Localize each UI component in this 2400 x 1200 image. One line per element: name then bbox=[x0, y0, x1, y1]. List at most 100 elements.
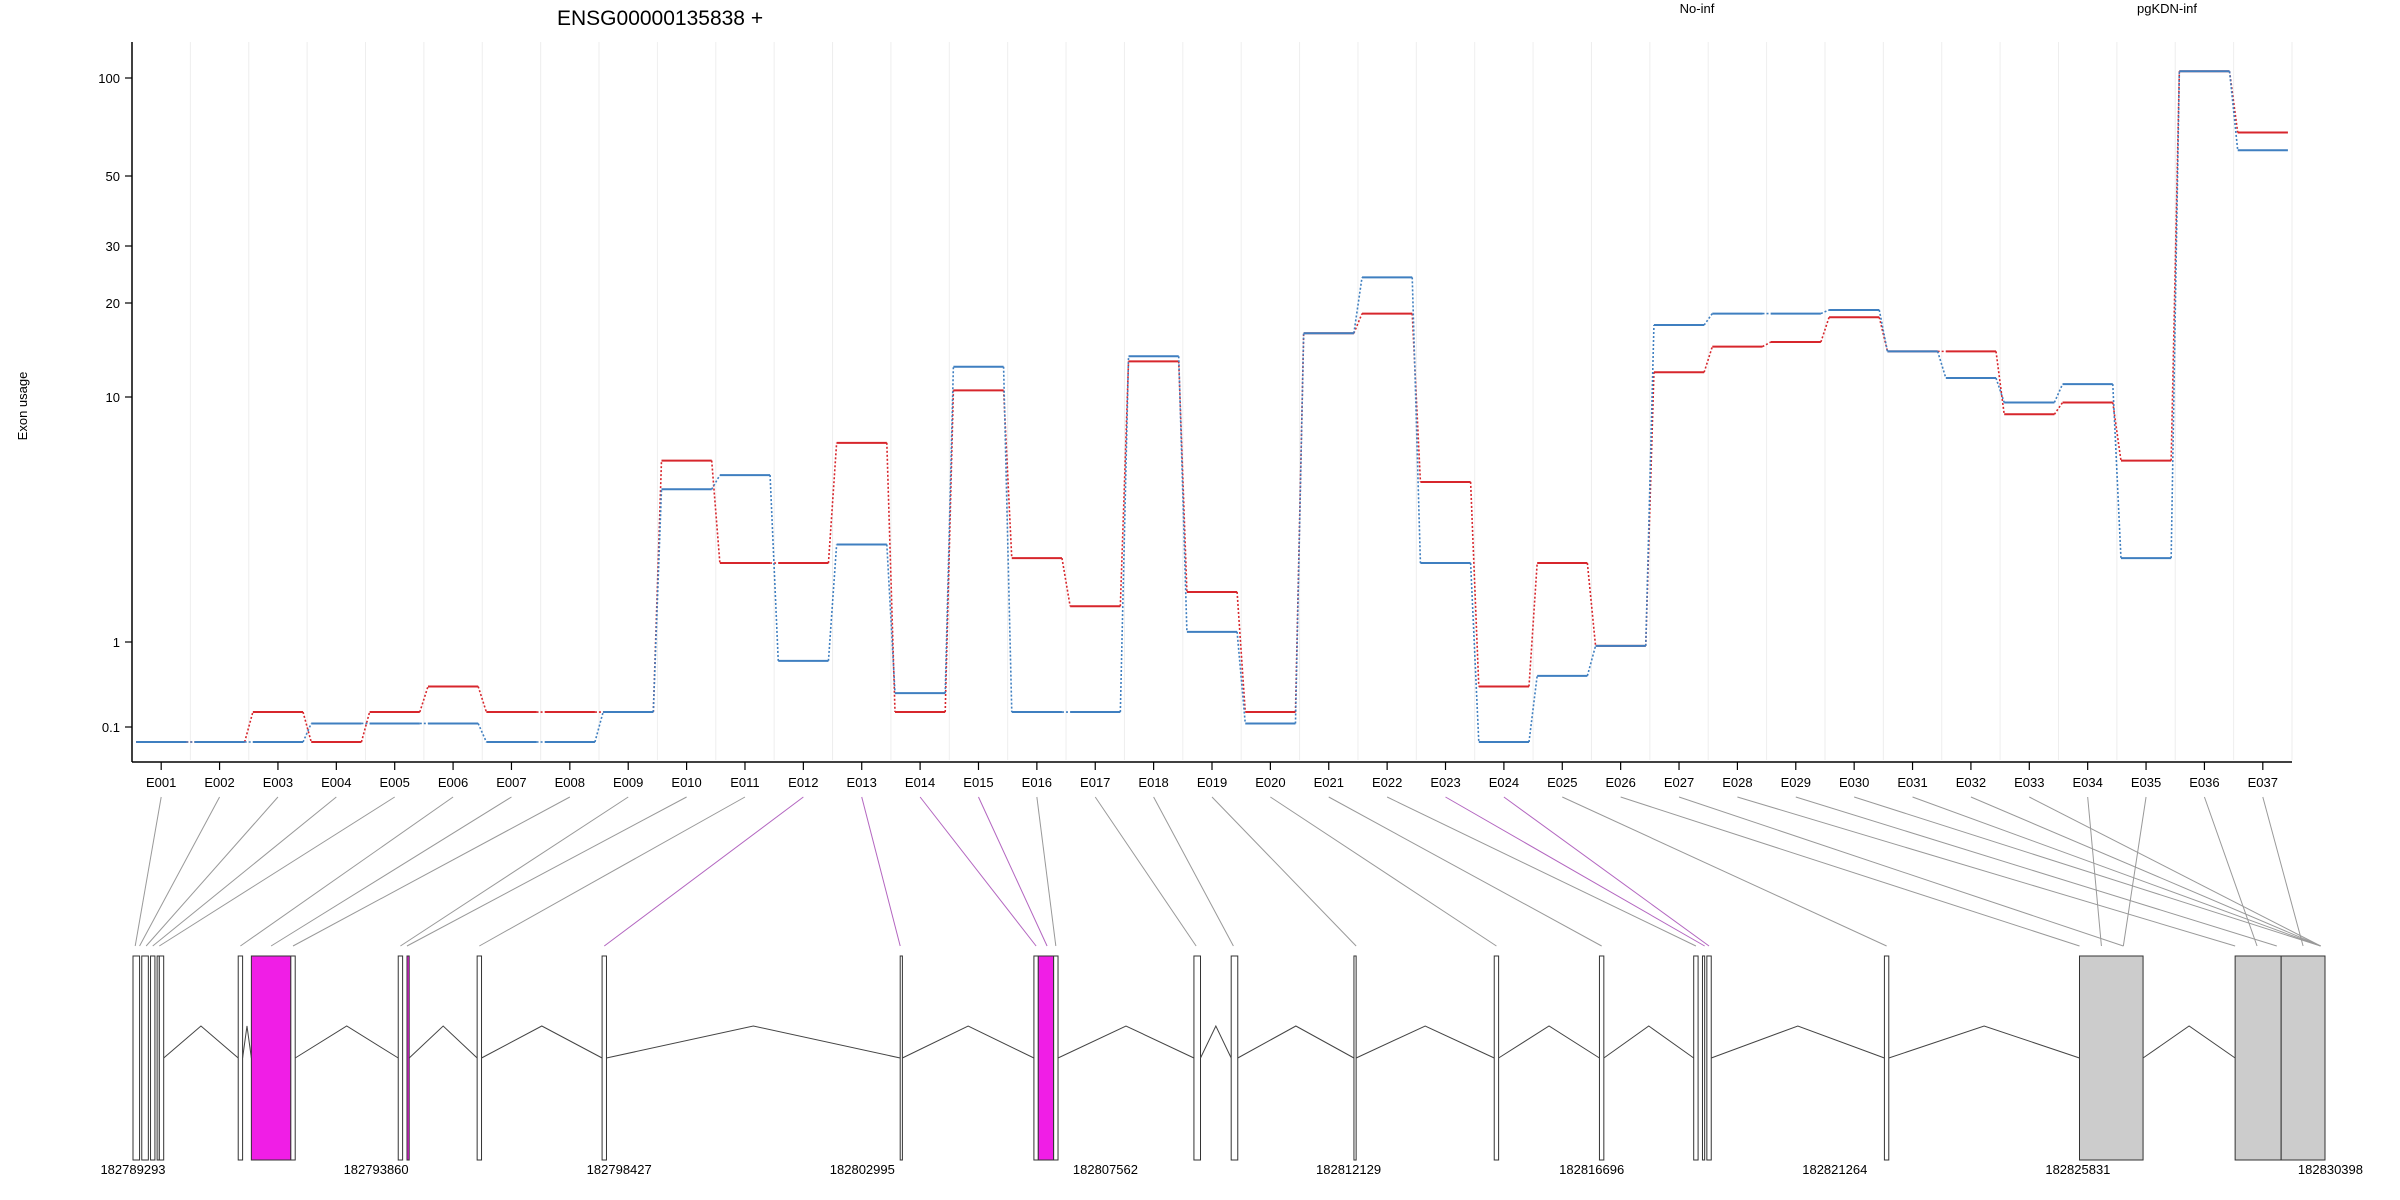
x-tick-label: E012 bbox=[788, 775, 818, 790]
exon-connector bbox=[479, 796, 746, 947]
series-connector bbox=[1177, 361, 1188, 593]
exon-box bbox=[899, 955, 903, 1161]
intron-line bbox=[1355, 1025, 1495, 1059]
x-tick-label: E016 bbox=[1022, 775, 1052, 790]
exon-connector bbox=[1795, 796, 2277, 947]
exon-box bbox=[397, 955, 404, 1161]
series-connector bbox=[1119, 356, 1130, 713]
series-connector bbox=[652, 489, 663, 713]
series-connector bbox=[1469, 563, 1480, 743]
x-tick-label: E017 bbox=[1080, 775, 1110, 790]
intron-line bbox=[2142, 1025, 2236, 1059]
series-connector bbox=[1528, 563, 1538, 687]
genomic-coordinate-label: 182816696 bbox=[1559, 1162, 1624, 1177]
x-tick-label: E028 bbox=[1722, 775, 1752, 790]
exon-box bbox=[1193, 955, 1202, 1161]
genomic-coordinate-label: 182798427 bbox=[587, 1162, 652, 1177]
x-tick-label: E014 bbox=[905, 775, 935, 790]
exon-connector bbox=[2262, 796, 2304, 947]
y-tick-label: 0.1 bbox=[102, 720, 120, 735]
exon-box bbox=[1053, 955, 1059, 1161]
axes: 0.1 1 10 20 30 50 100 E001 E002 E003 E004 E005 E006 E… bbox=[98, 42, 2292, 790]
exon-connector bbox=[139, 796, 221, 947]
exon-connector bbox=[292, 796, 571, 947]
exon-connector bbox=[1386, 796, 1697, 947]
intron-line bbox=[1888, 1025, 2080, 1059]
gene-model: 182789293 182793860 182798427 182802995 1828… bbox=[100, 955, 2363, 1177]
intron-line bbox=[408, 1025, 478, 1059]
series-connector bbox=[1820, 309, 1830, 315]
genomic-coordinate-label: 182793860 bbox=[344, 1162, 409, 1177]
x-tick-label: E023 bbox=[1430, 775, 1460, 790]
exon-connector bbox=[2203, 796, 2258, 947]
genomic-coordinate-label: 182789293 bbox=[100, 1162, 165, 1177]
exon-box bbox=[237, 955, 244, 1161]
exon-box bbox=[150, 955, 156, 1161]
exon-box bbox=[601, 955, 607, 1161]
exon-connector bbox=[1912, 796, 2321, 947]
exon-connector bbox=[2122, 796, 2147, 947]
exon-box bbox=[1883, 955, 1890, 1161]
y-tick-label: 20 bbox=[106, 296, 120, 311]
series-connector bbox=[1644, 325, 1655, 646]
series-connector bbox=[1353, 277, 1363, 334]
x-tick-label: E002 bbox=[204, 775, 234, 790]
grid bbox=[131, 42, 2293, 760]
series-connector bbox=[302, 711, 312, 743]
genomic-coordinate-label: 182821264 bbox=[1802, 1162, 1867, 1177]
exon-connector bbox=[1094, 796, 1197, 947]
x-tick-label: E009 bbox=[613, 775, 643, 790]
series-0 bbox=[136, 70, 2288, 743]
intron-line bbox=[902, 1025, 1035, 1059]
x-tick-label: E013 bbox=[847, 775, 877, 790]
series-connector bbox=[710, 460, 721, 564]
exon-connector bbox=[1445, 796, 1705, 947]
intron-line bbox=[1498, 1025, 1600, 1059]
legend-label-pgkdn-inf: pgKDN-inf bbox=[2137, 1, 2197, 16]
exon-connector bbox=[1562, 796, 1887, 947]
series-lines bbox=[136, 70, 2288, 743]
x-tick-label: E036 bbox=[2189, 775, 2219, 790]
exon-connector bbox=[240, 796, 454, 947]
x-tick-label: E035 bbox=[2131, 775, 2161, 790]
x-tick-label: E015 bbox=[963, 775, 993, 790]
series-connector bbox=[360, 711, 371, 743]
intron-line bbox=[1603, 1025, 1694, 1059]
exon-connector bbox=[1153, 796, 1234, 947]
x-tick-label: E030 bbox=[1839, 775, 1869, 790]
exon-connectors bbox=[134, 796, 2321, 947]
series-connector bbox=[477, 723, 488, 743]
x-tick-label: E024 bbox=[1489, 775, 1519, 790]
exon-box bbox=[1033, 955, 1039, 1161]
exon-connector bbox=[1328, 796, 1602, 947]
series-connector bbox=[1061, 557, 1071, 607]
series-connector bbox=[1353, 313, 1363, 334]
exon-box bbox=[290, 955, 296, 1161]
y-tick-label: 100 bbox=[98, 71, 120, 86]
exon-box bbox=[1598, 955, 1605, 1161]
exon-connector bbox=[978, 796, 1048, 947]
y-tick-label: 1 bbox=[113, 635, 120, 650]
exon-connector bbox=[1270, 796, 1497, 947]
x-tick-label: E031 bbox=[1897, 775, 1927, 790]
x-tick-label: E019 bbox=[1197, 775, 1227, 790]
exon-connector bbox=[1970, 796, 2321, 947]
intron-line bbox=[294, 1025, 399, 1059]
x-tick-label: E034 bbox=[2072, 775, 2102, 790]
exon-box bbox=[1701, 955, 1706, 1161]
exon-connector bbox=[2029, 796, 2321, 947]
exon-connector bbox=[159, 796, 395, 947]
series-connector bbox=[1586, 562, 1597, 646]
x-tick-label: E033 bbox=[2014, 775, 2044, 790]
exon-connector bbox=[270, 796, 512, 947]
exon-connector bbox=[406, 796, 687, 947]
exon-box bbox=[1693, 955, 1699, 1161]
exon-box bbox=[1493, 955, 1500, 1161]
series-connector bbox=[594, 711, 604, 743]
genomic-coordinate-label: 182830398 bbox=[2298, 1162, 2363, 1177]
genomic-coordinate-label: 182825831 bbox=[2045, 1162, 2110, 1177]
series-connector bbox=[1177, 356, 1188, 632]
genomic-coordinate-label: 182807562 bbox=[1073, 1162, 1138, 1177]
series-connector bbox=[1995, 351, 2005, 415]
series-connector bbox=[711, 474, 721, 490]
